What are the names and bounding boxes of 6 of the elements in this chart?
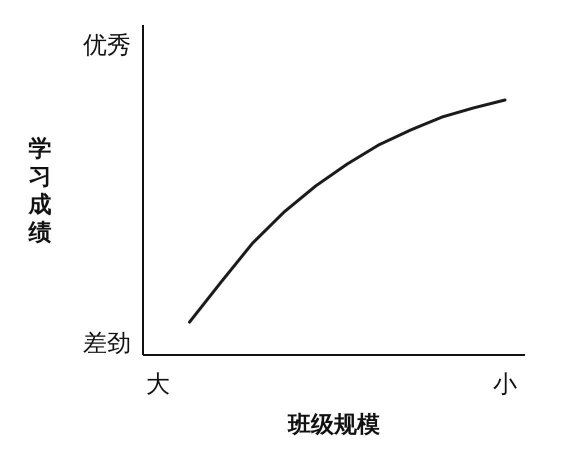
x-tick-label: 大 — [146, 370, 170, 398]
x-tick-label: 小 — [493, 370, 517, 398]
text: 差劲 — [83, 329, 131, 357]
x-axis-title: 班级规模 — [287, 412, 380, 438]
text: 优秀 — [83, 31, 131, 59]
y-axis-title: 学习成绩 — [28, 136, 52, 246]
